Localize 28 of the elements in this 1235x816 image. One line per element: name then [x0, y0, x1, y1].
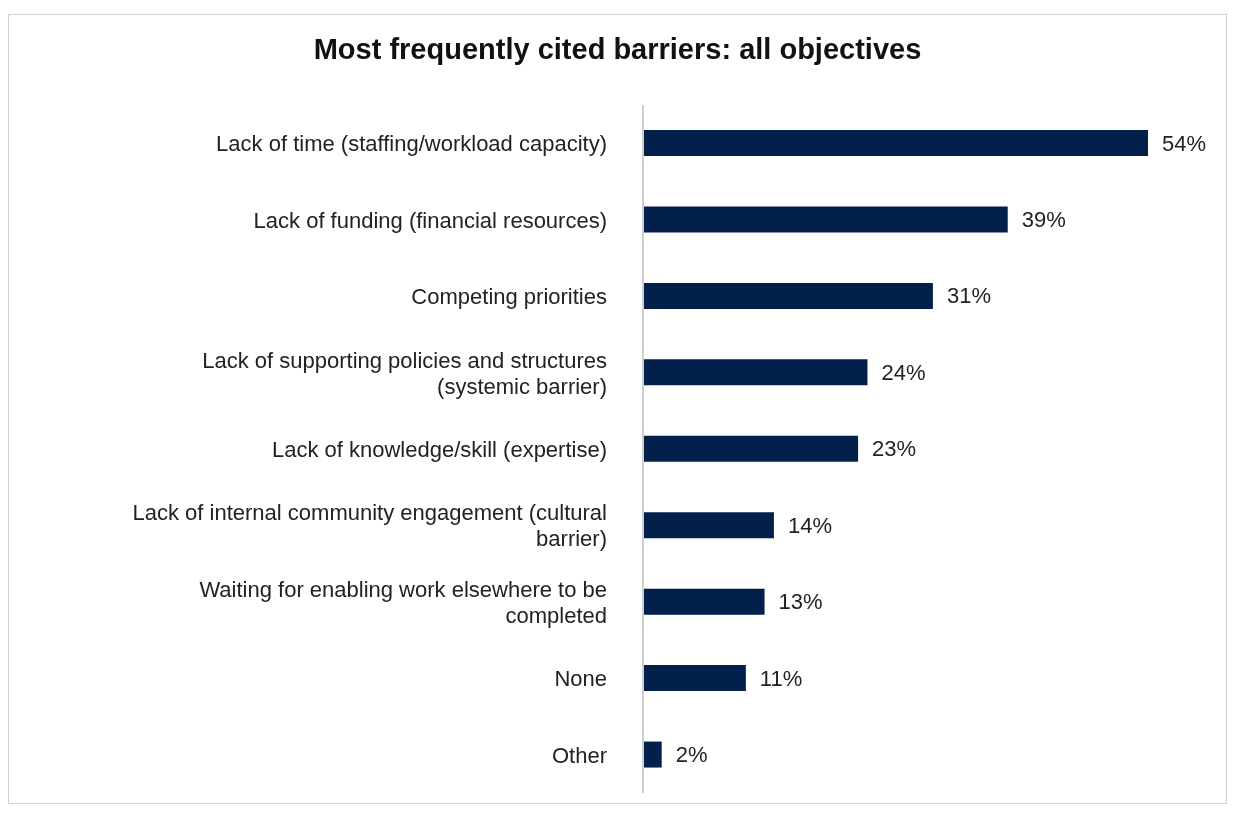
- bar: [643, 435, 859, 462]
- y-tick-label: Lack of internal community engagement (cultural barrier): [132, 499, 607, 551]
- data-label: 24%: [881, 359, 926, 385]
- bar: [643, 512, 774, 539]
- bar: [643, 588, 765, 615]
- y-tick-label: None: [554, 665, 607, 691]
- y-tick-label: Lack of time (staffing/workload capacity): [216, 130, 607, 156]
- data-label: 11%: [759, 665, 803, 691]
- data-label: 31%: [946, 283, 991, 309]
- bar: [643, 206, 1008, 233]
- bar: [643, 359, 868, 386]
- y-tick-label: Waiting for enabling work elsewhere to be completed: [199, 576, 607, 628]
- data-label: 39%: [1021, 206, 1066, 232]
- bar: [643, 741, 662, 768]
- bar: [643, 665, 746, 692]
- data-label: 2%: [675, 742, 708, 768]
- bar: [643, 130, 1148, 156]
- y-tick-label: Competing priorities: [411, 283, 607, 309]
- y-tick-label: Lack of supporting policies and structures (systemic barrier): [202, 347, 607, 399]
- data-label: 23%: [872, 436, 917, 462]
- data-label: 14%: [787, 512, 832, 538]
- bar: [643, 282, 933, 309]
- y-tick-label: Lack of knowledge/skill (expertise): [271, 436, 607, 462]
- y-tick-label: Other: [551, 742, 607, 768]
- y-tick-label: Lack of funding (financial resources): [253, 207, 607, 233]
- data-label: 54%: [1162, 130, 1207, 156]
- chart-title: Most frequently cited barriers: all objectives: [312, 33, 923, 66]
- data-label: 13%: [778, 589, 823, 615]
